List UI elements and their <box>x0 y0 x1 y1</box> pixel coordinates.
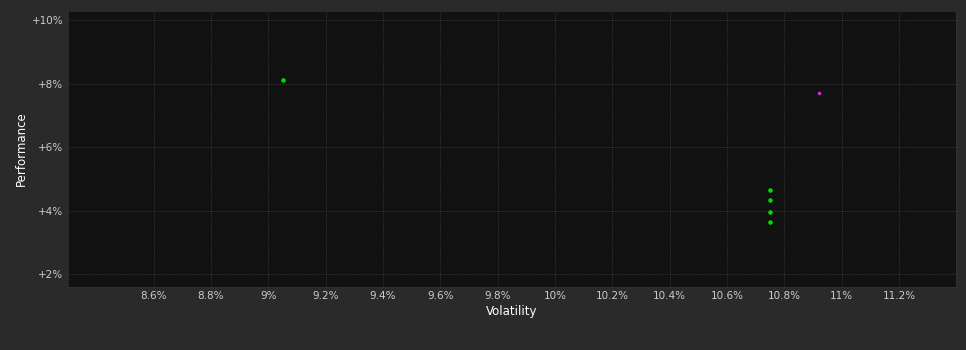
Y-axis label: Performance: Performance <box>14 111 28 186</box>
X-axis label: Volatility: Volatility <box>486 305 538 318</box>
